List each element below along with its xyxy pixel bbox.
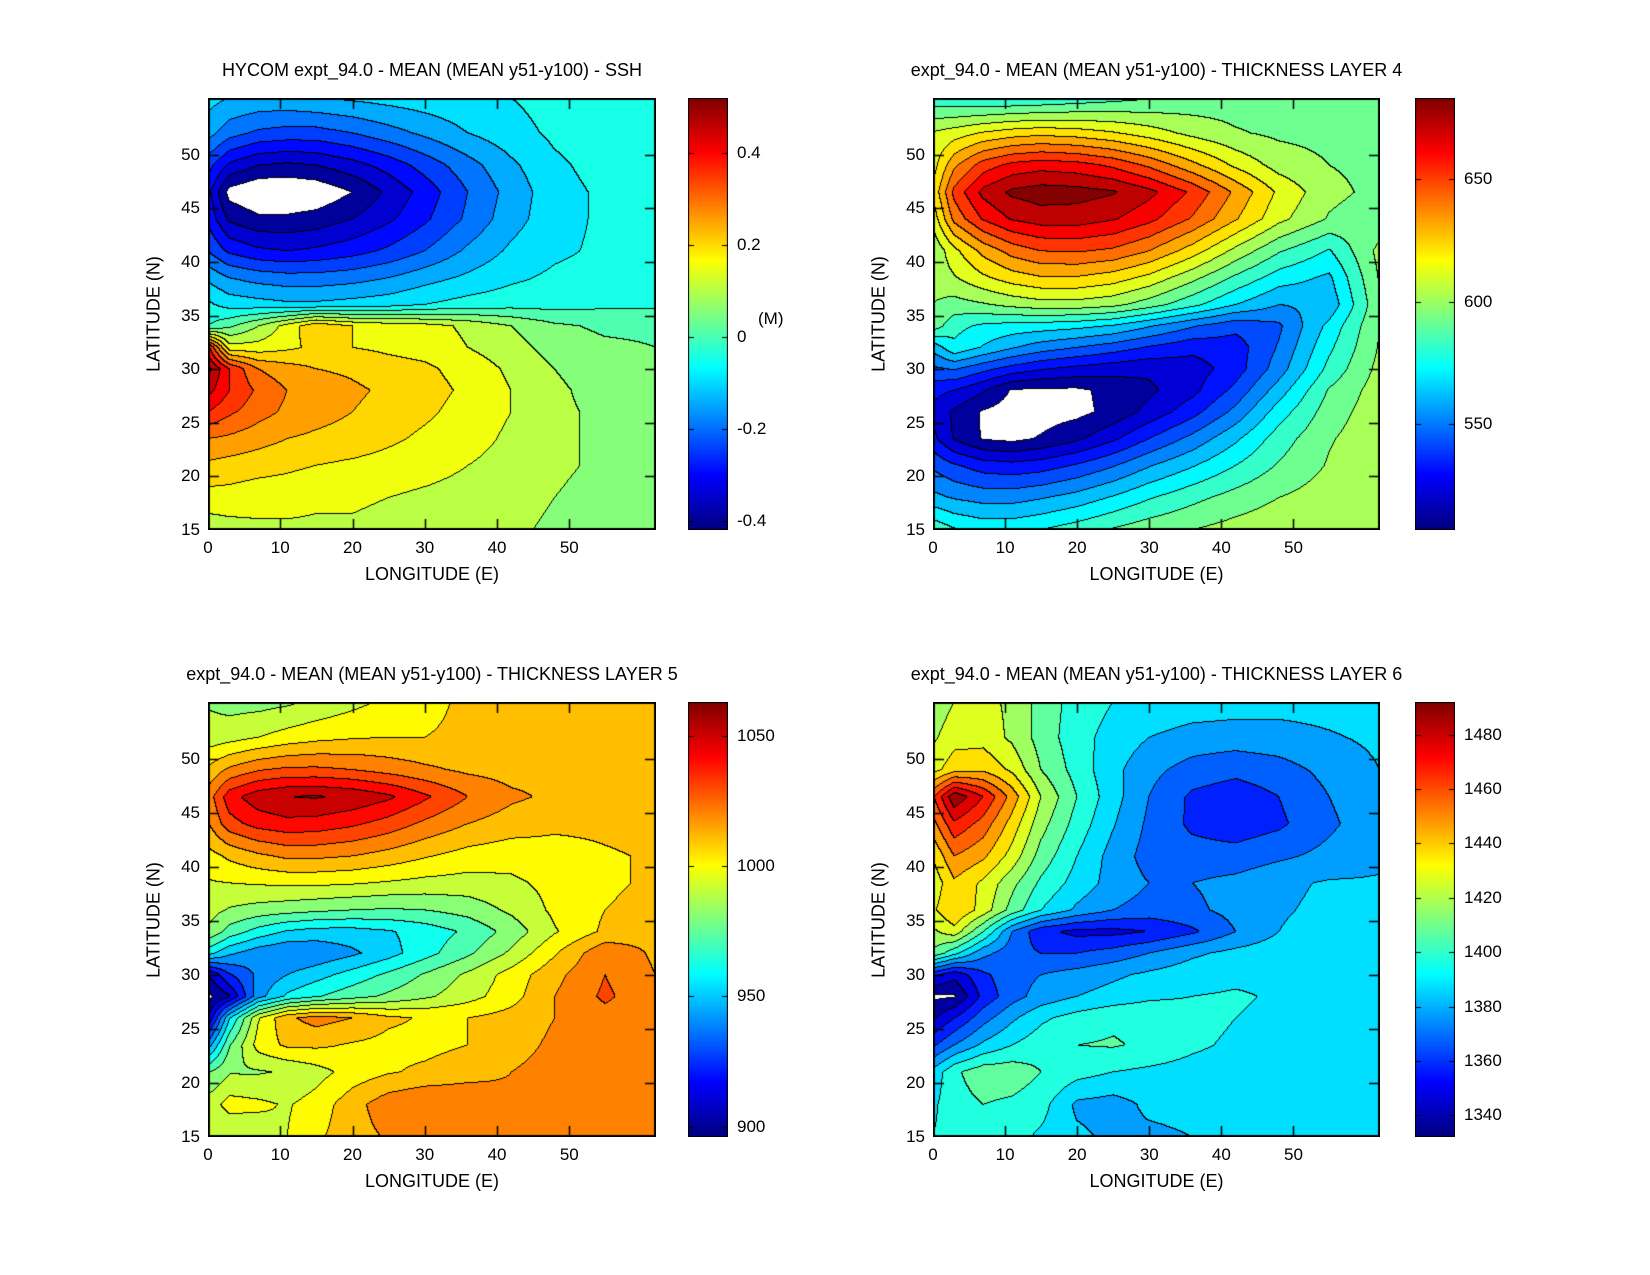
colorbar-tick-label: 0.2 xyxy=(737,235,761,255)
colorbar-tick-label: 1360 xyxy=(1464,1050,1502,1070)
x-tick-label: 10 xyxy=(995,1145,1015,1164)
y-tick-label: 25 xyxy=(181,412,200,432)
y-tick-label: 40 xyxy=(906,252,925,271)
x-tick-label: 0 xyxy=(928,1145,938,1164)
plot-title: expt_94.0 - MEAN (MEAN y51-y100) - THICK… xyxy=(910,60,1403,80)
x-tick-label: 0 xyxy=(928,538,938,557)
colorbar-tick-label: 550 xyxy=(1464,414,1493,434)
y-tick-label: 15 xyxy=(906,520,925,539)
colorbar xyxy=(1415,702,1455,1137)
y-tick-label: 45 xyxy=(906,803,925,823)
colorbar xyxy=(688,702,728,1137)
y-tick-label: 45 xyxy=(906,198,925,218)
y-tick-label: 50 xyxy=(181,749,200,769)
y-tick-label: 20 xyxy=(181,466,200,486)
y-tick-label: 35 xyxy=(906,305,925,325)
x-axis-label: LONGITUDE (E) xyxy=(1089,564,1224,584)
y-axis-label: LATITUDE (N) xyxy=(143,256,164,372)
colorbar-tick-label: 1480 xyxy=(1464,724,1502,744)
x-tick-label: 10 xyxy=(270,538,290,557)
y-tick-label: 25 xyxy=(906,412,925,432)
x-axis-label: LONGITUDE (E) xyxy=(364,1171,500,1191)
colorbar xyxy=(688,98,728,530)
x-tick-label: 20 xyxy=(1067,538,1087,557)
x-tick-label: 50 xyxy=(1284,1145,1303,1164)
contour-plot xyxy=(933,98,1380,530)
colorbar-tick-label: 1380 xyxy=(1464,996,1502,1016)
y-tick-label: 20 xyxy=(906,466,925,486)
y-tick-label: 50 xyxy=(906,144,925,164)
x-tick-label: 30 xyxy=(415,1145,435,1164)
x-tick-label: 30 xyxy=(415,538,435,557)
plot-title: HYCOM expt_94.0 - MEAN (MEAN y51-y100) -… xyxy=(221,60,643,80)
x-tick-label: 30 xyxy=(1139,538,1159,557)
colorbar-tick-label: 600 xyxy=(1464,291,1493,311)
x-tick-label: 10 xyxy=(270,1145,290,1164)
y-tick-label: 30 xyxy=(181,359,200,379)
colorbar-tick-label: 1420 xyxy=(1464,887,1502,907)
colorbar-tick-label: -0.2 xyxy=(737,418,767,438)
y-axis-label: LATITUDE (N) xyxy=(143,861,164,978)
y-tick-label: 30 xyxy=(906,965,925,985)
x-tick-label: 30 xyxy=(1139,1145,1159,1164)
x-tick-label: 40 xyxy=(1211,1145,1231,1164)
y-tick-label: 25 xyxy=(906,1019,925,1039)
colorbar-tick-label: 1340 xyxy=(1464,1105,1502,1125)
y-tick-label: 50 xyxy=(906,749,925,769)
colorbar-tick-label: 0 xyxy=(737,326,747,346)
colorbar-tick-label: 1000 xyxy=(737,856,775,876)
y-tick-label: 50 xyxy=(181,144,200,164)
x-tick-label: 50 xyxy=(1284,538,1303,557)
colorbar-tick-label: 1050 xyxy=(737,725,775,745)
colorbar-tick-label: 1440 xyxy=(1464,833,1502,853)
y-tick-label: 40 xyxy=(906,857,925,877)
contour-plot xyxy=(933,702,1380,1137)
x-axis-label: LONGITUDE (E) xyxy=(1089,1171,1224,1191)
x-tick-label: 40 xyxy=(487,1145,507,1164)
y-axis-label: LATITUDE (N) xyxy=(868,256,889,372)
y-tick-label: 45 xyxy=(181,198,200,218)
y-axis-label: LATITUDE (N) xyxy=(868,861,889,978)
x-tick-label: 50 xyxy=(559,538,579,557)
y-tick-label: 35 xyxy=(906,911,925,931)
contour-plot xyxy=(208,702,656,1137)
y-tick-label: 35 xyxy=(181,911,200,931)
x-tick-label: 0 xyxy=(203,1145,213,1164)
x-axis-label: LONGITUDE (E) xyxy=(364,564,500,584)
x-tick-label: 20 xyxy=(1067,1145,1087,1164)
y-tick-label: 15 xyxy=(906,1127,925,1146)
colorbar-tick-label: 950 xyxy=(737,986,766,1006)
y-tick-label: 35 xyxy=(181,305,200,325)
y-tick-label: 40 xyxy=(181,857,200,877)
x-tick-label: 40 xyxy=(1211,538,1231,557)
contour-plot xyxy=(208,98,656,530)
y-tick-label: 15 xyxy=(181,1127,200,1146)
colorbar-tick-label: 1400 xyxy=(1464,942,1502,962)
colorbar-tick-label: -0.4 xyxy=(737,510,767,530)
colorbar-tick-label: 1460 xyxy=(1464,779,1502,798)
y-tick-label: 30 xyxy=(906,359,925,379)
y-tick-label: 30 xyxy=(181,965,200,985)
colorbar-tick-label: 650 xyxy=(1464,169,1493,188)
x-tick-label: 40 xyxy=(487,538,507,557)
x-tick-label: 20 xyxy=(343,538,362,557)
colorbar-unit-label: (M) xyxy=(758,309,784,328)
y-tick-label: 45 xyxy=(181,803,200,823)
y-tick-label: 20 xyxy=(906,1073,925,1093)
x-tick-label: 0 xyxy=(203,538,213,557)
y-tick-label: 15 xyxy=(181,520,200,539)
plot-title: expt_94.0 - MEAN (MEAN y51-y100) - THICK… xyxy=(186,664,678,684)
y-tick-label: 25 xyxy=(181,1019,200,1039)
y-tick-label: 40 xyxy=(181,252,200,271)
x-tick-label: 20 xyxy=(343,1145,362,1164)
colorbar-tick-label: 0.4 xyxy=(737,143,761,163)
x-tick-label: 50 xyxy=(559,1145,579,1164)
colorbar-tick-label: 900 xyxy=(737,1116,766,1136)
x-tick-label: 10 xyxy=(995,538,1015,557)
colorbar xyxy=(1415,98,1455,530)
y-tick-label: 20 xyxy=(181,1073,200,1093)
plot-title: expt_94.0 - MEAN (MEAN y51-y100) - THICK… xyxy=(910,664,1403,684)
